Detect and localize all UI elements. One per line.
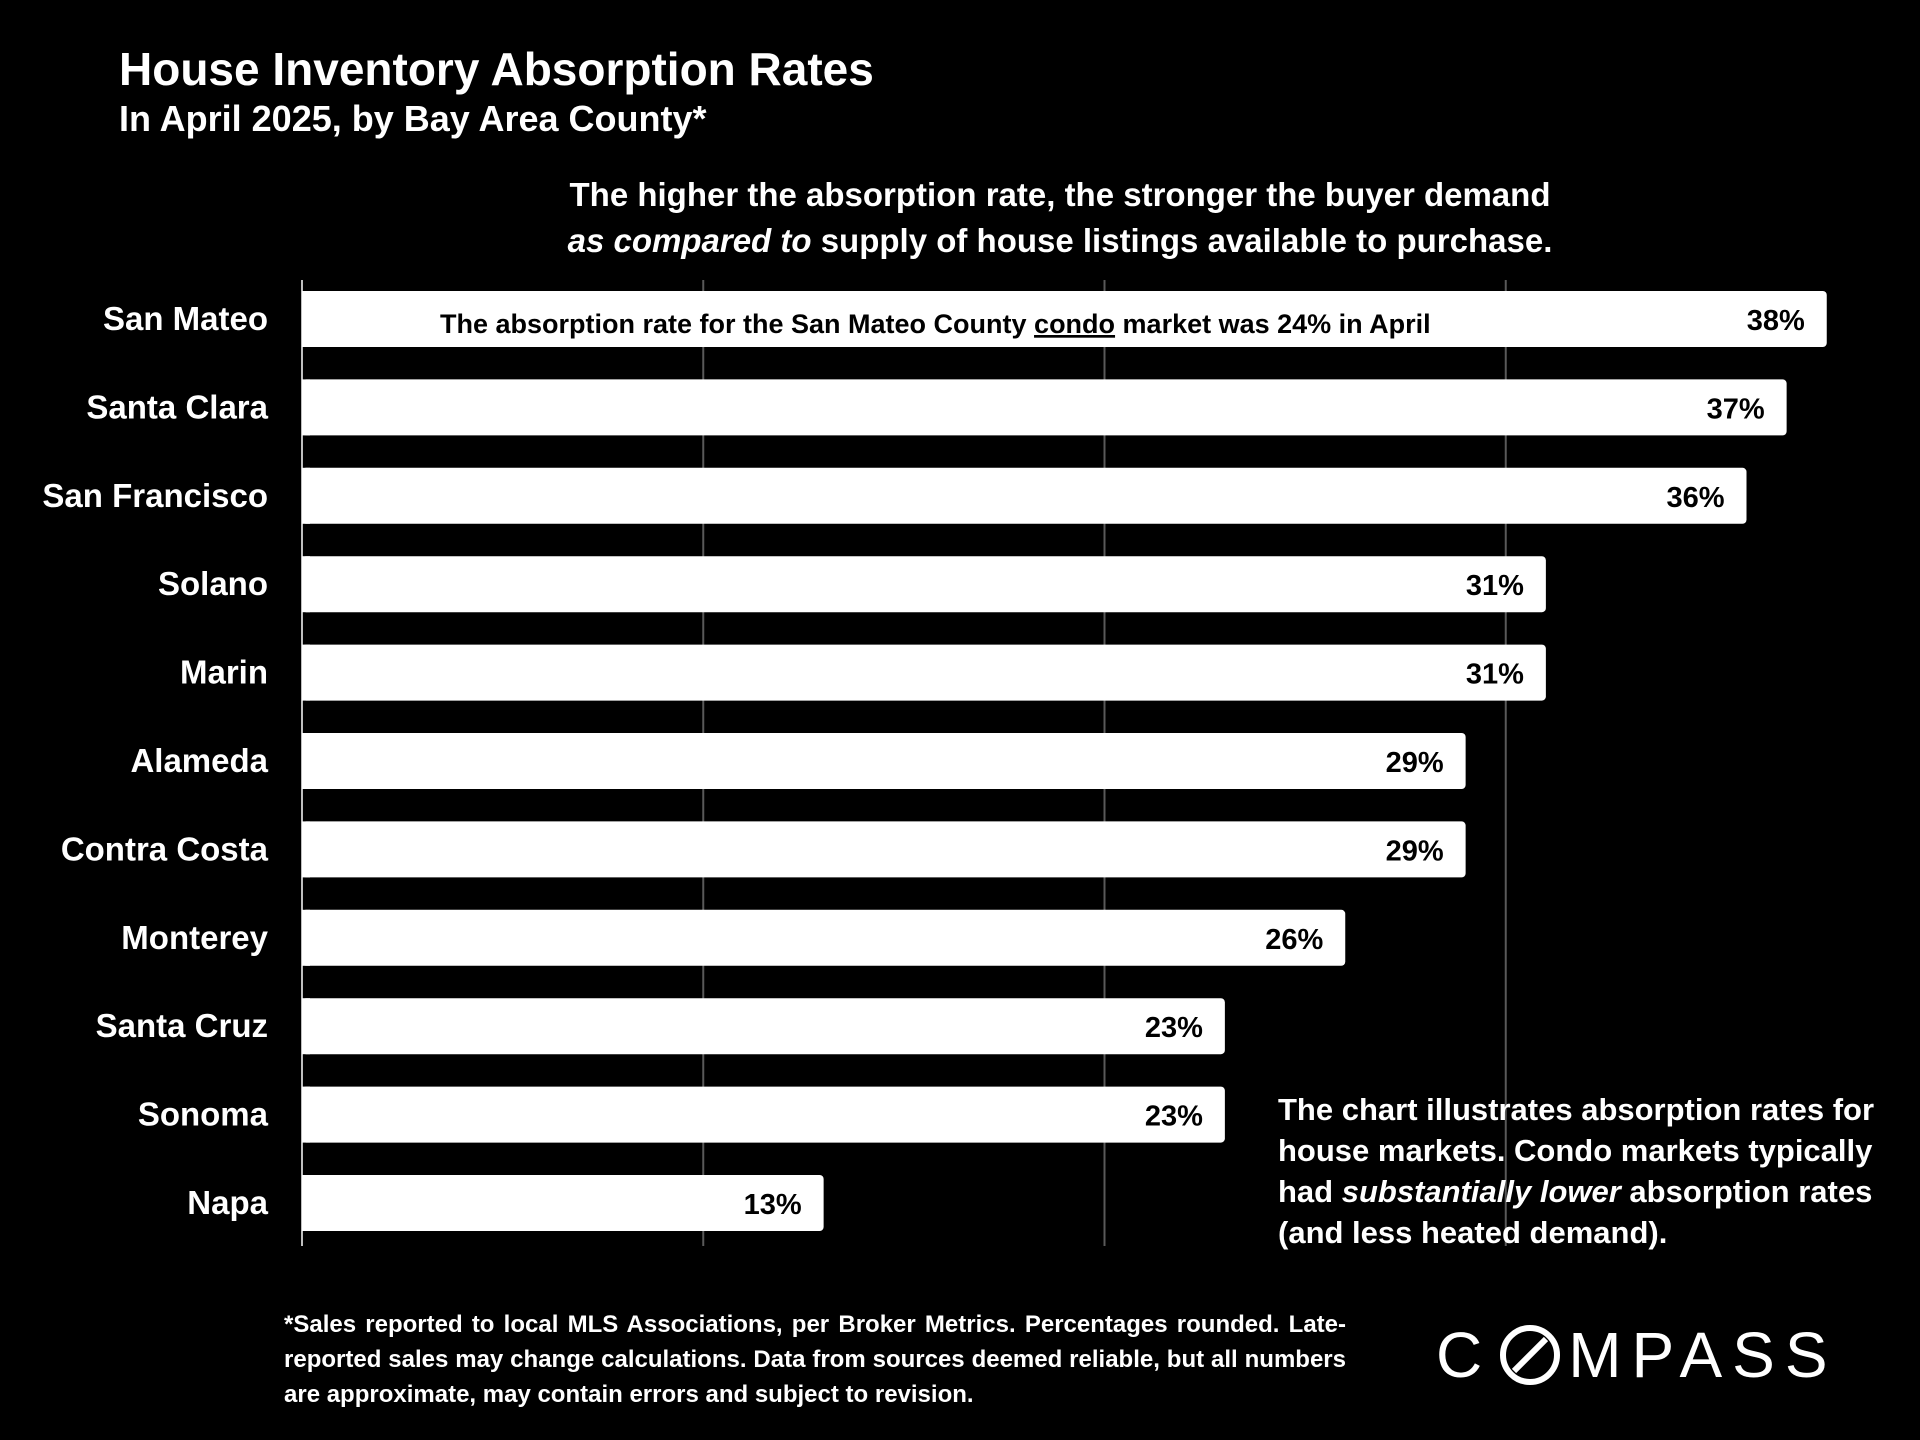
compass-o-icon: [1500, 1325, 1561, 1385]
bar: [302, 1175, 824, 1231]
bar: [302, 644, 1546, 701]
condo-annotation: The absorption rate for the San Mateo Co…: [440, 309, 1431, 339]
explanation-italic: as compared to: [567, 222, 812, 259]
category-label: Monterey: [121, 919, 268, 956]
bar-value-label: 37%: [1707, 393, 1765, 425]
bar-left-edge: [302, 1086, 310, 1143]
bar-left-edge: [302, 291, 310, 347]
category-label: Marin: [180, 654, 268, 691]
bar-value-label: 23%: [1145, 1101, 1203, 1133]
category-label: Contra Costa: [61, 830, 269, 867]
bar-left-edge: [302, 998, 310, 1055]
bar: [302, 379, 1787, 436]
explanation-line-1: The higher the absorption rate, the stro…: [569, 176, 1551, 213]
side-note: The chart illustrates absorption rates f…: [1278, 1089, 1878, 1253]
bar-left-edge: [302, 821, 310, 878]
side-note-part-2: absorption rates (and less heated demand…: [1278, 1174, 1873, 1250]
bar: [302, 909, 1346, 966]
bar-value-label: 29%: [1386, 835, 1444, 867]
condo-annotation-after: market was 24% in April: [1115, 309, 1431, 339]
bar-left-edge: [302, 556, 310, 613]
chart-title: House Inventory Absorption Rates: [119, 43, 874, 95]
logo-text-end: MPASS: [1568, 1319, 1838, 1391]
category-label: Alameda: [130, 742, 268, 779]
bar: [302, 1086, 1225, 1143]
bar-value-label: 31%: [1466, 659, 1524, 691]
category-label: Solano: [158, 565, 268, 602]
bar-value-label: 26%: [1265, 924, 1323, 956]
explanation-line-2-rest: supply of house listings available to pu…: [811, 222, 1553, 259]
category-label: Napa: [187, 1184, 268, 1221]
side-note-part-1: The chart illustrates absorption rates f…: [1278, 1092, 1875, 1209]
bar: [302, 998, 1225, 1055]
bar-left-edge: [302, 733, 310, 789]
bar-value-label: 13%: [744, 1189, 802, 1221]
bar: [302, 291, 1827, 347]
bar-left-edge: [302, 379, 310, 436]
category-label: Santa Clara: [86, 388, 268, 425]
bar-left-edge: [302, 644, 310, 701]
bar-left-edge: [302, 909, 310, 966]
footnote: *Sales reported to local MLS Association…: [284, 1311, 1346, 1408]
condo-annotation-before: The absorption rate for the San Mateo Co…: [440, 309, 1034, 339]
bar: [302, 467, 1747, 524]
bar: [302, 733, 1466, 789]
category-label: Sonoma: [138, 1096, 269, 1133]
chart-subtitle: In April 2025, by Bay Area County*: [119, 98, 707, 139]
bar: [302, 556, 1546, 613]
bar-value-label: 29%: [1386, 747, 1444, 779]
explanation-text: The higher the absorption rate, the stro…: [440, 172, 1680, 264]
category-label: San Mateo: [103, 300, 268, 337]
logo-text-start: C: [1436, 1319, 1493, 1391]
explanation-line-2: as compared to supply of house listings …: [440, 218, 1680, 264]
category-label: San Francisco: [42, 477, 268, 514]
bar: [302, 821, 1466, 878]
category-label: Santa Cruz: [96, 1007, 268, 1044]
bar-left-edge: [302, 1175, 310, 1231]
compass-logo: C MPASS: [1436, 1319, 1838, 1391]
bar-value-label: 36%: [1666, 482, 1724, 514]
bar-value-label: 38%: [1747, 305, 1805, 337]
bar-left-edge: [302, 467, 310, 524]
bar-value-label: 31%: [1466, 570, 1524, 602]
bar-chart: 38% San Mateo 37% Santa Clara 36% San Francis…: [42, 280, 1827, 1246]
bar-value-label: 23%: [1145, 1012, 1203, 1044]
condo-annotation-underlined: condo: [1034, 309, 1115, 339]
side-note-italic: substantially lower: [1341, 1174, 1621, 1209]
